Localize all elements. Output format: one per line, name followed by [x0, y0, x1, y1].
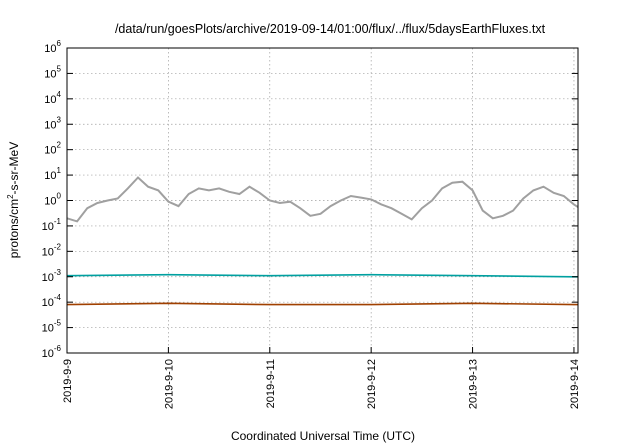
y-tick-label: 100 — [44, 192, 61, 208]
x-tick-label: 2019-9-12 — [366, 359, 378, 409]
y-tick-label: 105 — [44, 64, 61, 80]
x-axis-label: Coordinated Universal Time (UTC) — [231, 429, 415, 443]
x-tick-label: 2019-9-13 — [468, 359, 480, 409]
y-tick-label: 102 — [44, 141, 61, 157]
x-tick-label: 2019-9-10 — [163, 359, 175, 409]
y-axis-label: protons/cm2-s-sr-MeV — [6, 142, 21, 258]
series-line-2 — [66, 302, 578, 306]
y-tick-label: 103 — [44, 115, 61, 131]
y-axis-label-pre: protons/cm — [7, 199, 21, 258]
y-tick-labels: 10-6 10-5 10-4 10-3 10-2 10-1 100 101 102 103 104 1… — [42, 39, 578, 360]
x-tick-label: 2019-9-11 — [265, 359, 277, 408]
x-tick-label: 2019-9-9 — [62, 359, 74, 403]
y-axis-label-post: -s-sr-MeV — [7, 142, 21, 195]
grid — [67, 48, 578, 353]
chart-title: /data/run/goesPlots/archive/2019-09-14/0… — [115, 22, 546, 36]
y-tick-label: 101 — [44, 166, 61, 182]
x-tick-label: 2019-9-14 — [569, 359, 581, 409]
x-tick-labels: 2019-9-9 2019-9-10 2019-9-11 2019-9-12 2019-… — [62, 347, 581, 409]
y-tick-label: 10-2 — [42, 242, 62, 258]
y-tick-label: 10-1 — [42, 217, 62, 233]
series-group — [66, 176, 579, 306]
y-tick-label: 10-3 — [42, 268, 62, 284]
y-tick-label: 106 — [44, 39, 61, 55]
y-tick-label: 10-6 — [42, 344, 62, 360]
series-line-0 — [66, 176, 579, 223]
y-tick-label: 10-4 — [42, 293, 62, 309]
y-axis-label-sup: 2 — [6, 194, 15, 199]
y-tick-label: 10-5 — [42, 319, 62, 335]
y-tick-label: 104 — [44, 90, 61, 106]
